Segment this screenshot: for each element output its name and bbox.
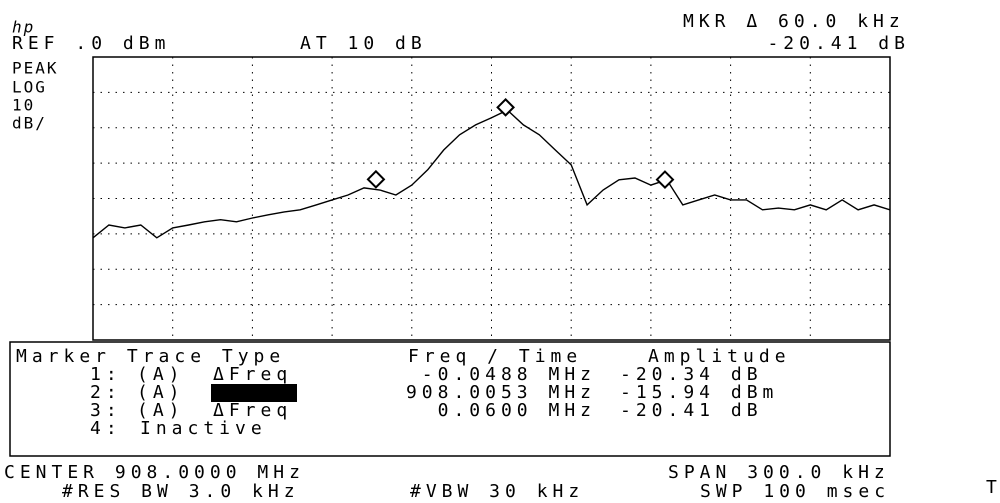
vbw: #VBW 30 kHz: [410, 481, 584, 502]
marker-diamond: [655, 170, 675, 190]
freq-value: 908.0053: [406, 382, 533, 403]
scale-mode: PEAK: [12, 59, 59, 78]
selection-highlight: [211, 384, 297, 402]
ref-level: REF .0 dBm: [12, 33, 170, 54]
marker-freq: -0.0488 MHz: [422, 364, 596, 385]
ref-label: REF: [12, 33, 60, 54]
span: SPAN 300.0 kHz: [668, 462, 890, 483]
logo: hp: [12, 18, 35, 37]
amp-unit: dB: [731, 400, 763, 421]
marker-trace: (A): [137, 400, 185, 421]
marker-number: 2:: [90, 382, 122, 403]
freq-unit: MHz: [548, 400, 596, 421]
span-value: 300.0: [747, 462, 826, 483]
amp-value: -20.34: [620, 364, 715, 385]
center-unit: MHz: [257, 462, 305, 483]
freq-unit: MHz: [548, 382, 596, 403]
plot: [92, 97, 891, 239]
sweep: SWP 100 msec: [700, 481, 890, 502]
res-bw: #RES BW 3.0 kHz: [62, 481, 300, 502]
table-header: Freq / Time: [408, 346, 582, 367]
center-label: CENTER: [4, 462, 99, 483]
marker-number: 4:: [90, 418, 122, 439]
marker-trace: (A): [137, 382, 185, 403]
table-header: Marker Trace Type: [16, 346, 285, 367]
marker-type: ΔFreq: [213, 400, 292, 421]
flag: T: [986, 477, 1000, 498]
scale-type: LOG: [12, 78, 47, 97]
scale-unit: dB/: [12, 114, 47, 133]
amp-value: -20.41: [620, 400, 715, 421]
marker-readout: MKR Δ 60.0 kHz: [683, 11, 905, 32]
marker-diamond: [366, 169, 386, 189]
marker-amplitude: -20.41 dB: [767, 33, 910, 54]
marker-freq: 0.0600 MHz: [438, 400, 596, 421]
marker-type: Inactive: [140, 418, 267, 439]
center-value: 908.0000: [115, 462, 242, 483]
marker-type: ΔFreq: [213, 364, 292, 385]
center-freq: CENTER 908.0000 MHz: [4, 462, 305, 483]
marker-number: 3:: [90, 400, 122, 421]
scale-per-div: 10: [12, 96, 35, 115]
freq-unit: MHz: [548, 364, 596, 385]
marker-number: 1:: [90, 364, 122, 385]
marker-type: Δ Ref: [213, 382, 292, 403]
ref-unit: dBm: [123, 33, 171, 54]
table-rows: 1: (A) ΔFreq -0.0488 MHz -20.34 dB 2: (A) Δ Ref…: [90, 364, 778, 439]
amp-unit: dB: [731, 364, 763, 385]
table-header: Amplitude: [648, 346, 791, 367]
freq-value: -0.0488: [422, 364, 533, 385]
span-label: SPAN: [668, 462, 731, 483]
marker-freq: 908.0053 MHz: [406, 382, 596, 403]
marker-amplitude: -20.41 dB: [620, 400, 763, 421]
graticule: [93, 57, 890, 340]
marker-table: [9, 341, 891, 457]
attenuation: AT 10 dB: [300, 33, 427, 54]
trace: [92, 109, 891, 239]
marker-amplitude: -20.34 dB: [620, 364, 763, 385]
amp-value: -15.94: [620, 382, 715, 403]
ref-value: .0: [75, 33, 107, 54]
span-unit: kHz: [842, 462, 890, 483]
marker-amplitude: -15.94 dBm: [620, 382, 778, 403]
marker-diamond: [496, 97, 515, 117]
freq-value: 0.0600: [438, 400, 533, 421]
amp-unit: dBm: [731, 382, 779, 403]
marker-trace: (A): [137, 364, 185, 385]
